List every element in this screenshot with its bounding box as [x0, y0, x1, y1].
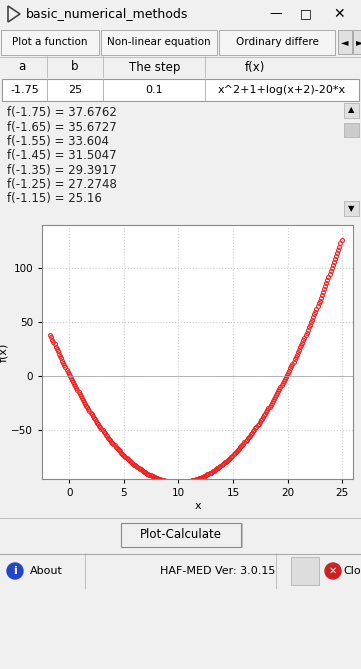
- Bar: [291, 557, 319, 585]
- Text: x^2+1+log(x+2)-20*x: x^2+1+log(x+2)-20*x: [218, 85, 346, 95]
- Text: Non-linear equation: Non-linear equation: [107, 37, 211, 47]
- Y-axis label: f(x): f(x): [0, 343, 8, 362]
- Text: basic_numerical_methods: basic_numerical_methods: [26, 7, 188, 21]
- Bar: [219, 30, 335, 55]
- Text: 0.1: 0.1: [145, 85, 163, 95]
- Text: —: —: [270, 7, 282, 21]
- Text: f(-1.65) = 35.6727: f(-1.65) = 35.6727: [7, 120, 117, 134]
- Bar: [353, 30, 361, 54]
- Text: f(-1.75) = 37.6762: f(-1.75) = 37.6762: [7, 106, 117, 119]
- Text: Close: Close: [343, 566, 361, 576]
- Bar: [344, 103, 359, 118]
- Text: The step: The step: [129, 60, 181, 74]
- Text: f(x): f(x): [245, 60, 265, 74]
- X-axis label: x: x: [194, 501, 201, 511]
- Text: b: b: [71, 60, 79, 74]
- Text: ►: ►: [356, 37, 361, 47]
- Text: ▼: ▼: [348, 205, 355, 213]
- Text: Ordinary differe: Ordinary differe: [236, 37, 318, 47]
- Text: ▲: ▲: [348, 106, 355, 114]
- Text: Plot a function: Plot a function: [12, 37, 88, 47]
- Text: HAF-MED Ver: 3.0.15: HAF-MED Ver: 3.0.15: [161, 566, 276, 576]
- Circle shape: [325, 563, 341, 579]
- Bar: [338, 30, 352, 54]
- Bar: [344, 123, 359, 137]
- Text: f(-1.45) = 31.5047: f(-1.45) = 31.5047: [7, 149, 117, 163]
- Text: f(-1.25) = 27.2748: f(-1.25) = 27.2748: [7, 178, 117, 191]
- Bar: [101, 30, 217, 55]
- Text: a: a: [18, 60, 26, 74]
- Text: -1.75: -1.75: [10, 85, 39, 95]
- Text: f(-1.55) = 33.604: f(-1.55) = 33.604: [7, 135, 109, 148]
- Text: □: □: [300, 7, 312, 21]
- Text: ✕: ✕: [329, 566, 337, 576]
- Bar: [1, 30, 99, 55]
- Text: ◄: ◄: [341, 37, 349, 47]
- Text: ✕: ✕: [333, 7, 345, 21]
- Text: About: About: [30, 566, 63, 576]
- Bar: [121, 523, 240, 547]
- Text: f(-1.35) = 29.3917: f(-1.35) = 29.3917: [7, 164, 117, 177]
- Text: 25: 25: [68, 85, 82, 95]
- Text: Plot-Calculate: Plot-Calculate: [139, 529, 222, 541]
- Bar: [344, 201, 359, 216]
- Text: i: i: [13, 566, 17, 576]
- Text: f(-1.15) = 25.16: f(-1.15) = 25.16: [7, 193, 102, 205]
- Circle shape: [7, 563, 23, 579]
